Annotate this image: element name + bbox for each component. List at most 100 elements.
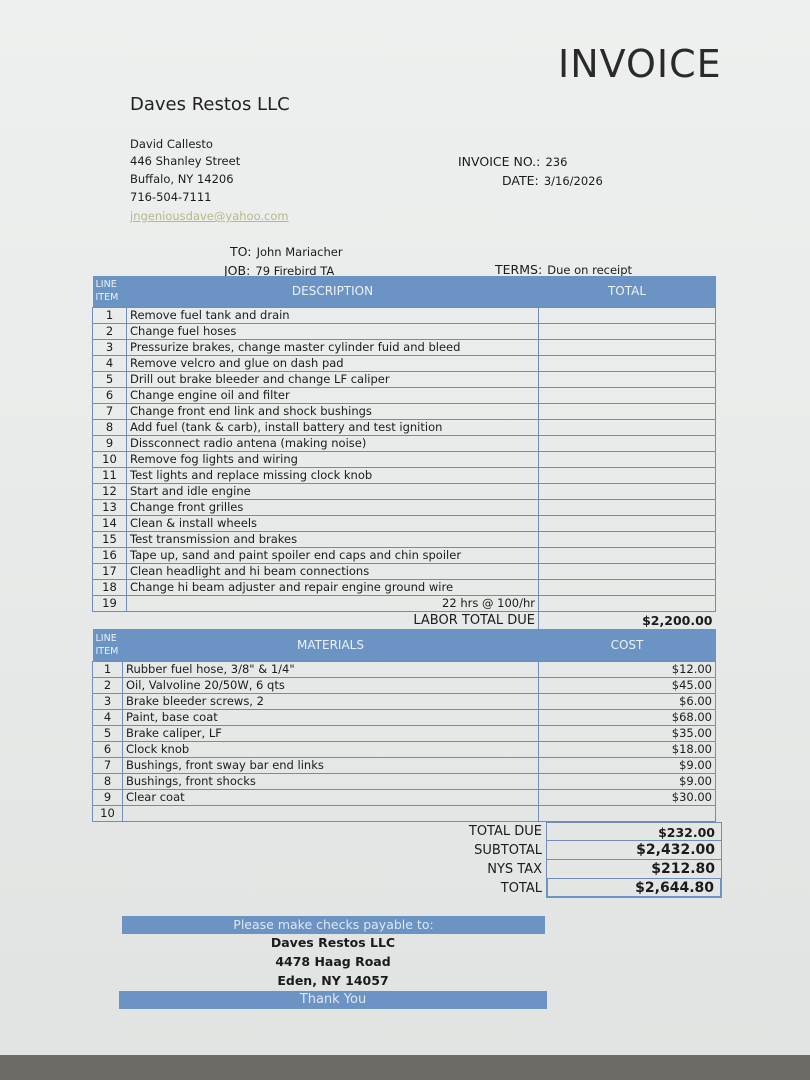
material-cost: $68.00 <box>538 708 716 726</box>
invoice-number: INVOICE NO.: 236 <box>458 151 567 170</box>
labor-row: 14 Clean & install wheels <box>92 514 716 532</box>
labor-description: Add fuel (tank & carb), install battery … <box>126 418 539 436</box>
material-description: Bushings, front shocks <box>122 772 539 790</box>
totals-row: TOTAL $2,644.80 <box>380 879 722 898</box>
line-number: 14 <box>92 514 127 532</box>
company-name: Daves Restos LLC <box>130 94 290 115</box>
labor-description: Drill out brake bleeder and change LF ca… <box>126 370 539 388</box>
labor-total-cell <box>538 514 716 532</box>
line-number: 7 <box>92 402 127 420</box>
invoice-title: INVOICE <box>558 42 722 86</box>
invoice-date-label: DATE: <box>502 173 539 188</box>
totals-value: $232.00 <box>546 822 722 841</box>
totals-row: SUBTOTAL $2,432.00 <box>380 841 722 860</box>
materials-col-line-item: LINE ITEM <box>92 629 123 661</box>
labor-description: 22 hrs @ 100/hr <box>126 594 539 612</box>
line-number: 3 <box>92 338 127 356</box>
labor-total-cell <box>538 594 716 612</box>
material-cost: $45.00 <box>538 676 716 694</box>
labor-row: 11 Test lights and replace missing clock … <box>92 466 716 484</box>
labor-row: 7 Change front end link and shock bushing… <box>92 402 716 420</box>
line-number: 6 <box>92 386 127 404</box>
contact-email[interactable]: jngeniousdave@yahoo.com <box>130 209 289 223</box>
labor-col-line-item: LINE ITEM <box>92 276 127 307</box>
materials-row: 1 Rubber fuel hose, 3/8" & 1/4" $12.00 <box>92 660 716 678</box>
labor-total-value: $2,200.00 <box>538 610 716 629</box>
labor-row: 17 Clean headlight and hi beam connection… <box>92 562 716 580</box>
labor-total-cell <box>538 306 716 324</box>
line-number: 9 <box>92 434 127 452</box>
terms-value: Due on receipt <box>547 263 633 277</box>
totals-label: TOTAL DUE <box>468 824 542 839</box>
labor-total-cell <box>538 434 716 452</box>
contact-street: 446 Shanley Street <box>130 154 241 168</box>
material-cost: $18.00 <box>538 740 716 758</box>
labor-description: Pressurize brakes, change master cylinde… <box>126 338 539 356</box>
materials-row: 3 Brake bleeder screws, 2 $6.00 <box>92 692 716 710</box>
col-item-text: ITEM <box>95 292 119 304</box>
line-number: 7 <box>92 756 123 774</box>
materials-row: 2 Oil, Valvoline 20/50W, 6 qts $45.00 <box>92 676 716 694</box>
labor-total-cell <box>538 482 716 500</box>
material-cost: $9.00 <box>538 772 716 790</box>
labor-row: 18 Change hi beam adjuster and repair eng… <box>92 578 716 596</box>
labor-total-cell <box>538 402 716 420</box>
labor-description: Test lights and replace missing clock kn… <box>126 466 539 484</box>
job: JOB: 79 Firebird TA <box>224 260 334 279</box>
labor-description: Change hi beam adjuster and repair engin… <box>126 578 539 596</box>
contact-name: David Callesto <box>130 137 213 151</box>
materials-table: LINE ITEM MATERIALS COST 1 Rubber fuel hos… <box>92 629 716 822</box>
material-description: Clock knob <box>122 740 539 758</box>
line-number: 2 <box>92 676 123 694</box>
terms-label: TERMS: <box>495 262 543 277</box>
material-description: Bushings, front sway bar end links <box>122 756 539 774</box>
material-description: Rubber fuel hose, 3/8" & 1/4" <box>122 660 539 678</box>
line-number: 5 <box>92 370 127 388</box>
labor-col-total: TOTAL <box>538 276 716 307</box>
labor-row: 4 Remove velcro and glue on dash pad <box>92 354 716 372</box>
labor-row: 9 Dissconnect radio antena (making noise) <box>92 434 716 452</box>
payment-heading: Please make checks payable to: <box>122 916 545 934</box>
material-cost: $9.00 <box>538 756 716 774</box>
material-description: Oil, Valvoline 20/50W, 6 qts <box>122 676 539 694</box>
line-number: 10 <box>92 804 123 822</box>
bill-to-value: John Mariacher <box>256 245 343 259</box>
payee-city: Eden, NY 14057 <box>277 973 389 988</box>
labor-description: Remove velcro and glue on dash pad <box>126 354 539 372</box>
contact-city: Buffalo, NY 14206 <box>130 172 234 186</box>
line-number: 6 <box>92 740 123 758</box>
labor-total-cell <box>538 418 716 436</box>
material-description <box>122 804 539 822</box>
labor-row: 3 Pressurize brakes, change master cylind… <box>92 338 716 356</box>
totals-label: TOTAL <box>500 881 542 896</box>
bill-to: TO: John Mariacher <box>230 241 343 260</box>
payee-name: Daves Restos LLC <box>270 935 396 950</box>
line-number: 3 <box>92 692 123 710</box>
labor-row: 6 Change engine oil and filter <box>92 386 716 404</box>
line-number: 19 <box>92 594 127 612</box>
labor-description: Remove fog lights and wiring <box>126 450 539 468</box>
materials-row: 5 Brake caliper, LF $35.00 <box>92 724 716 742</box>
line-number: 18 <box>92 578 127 596</box>
materials-row: 9 Clear coat $30.00 <box>92 788 716 806</box>
line-number: 1 <box>92 660 123 678</box>
labor-description: Tape up, sand and paint spoiler end caps… <box>126 546 539 564</box>
col-line-text: LINE <box>95 279 117 291</box>
labor-row: 1 Remove fuel tank and drain <box>92 306 716 324</box>
line-number: 4 <box>92 708 123 726</box>
labor-row: 12 Start and idle engine <box>92 482 716 500</box>
labor-total-cell <box>538 578 716 596</box>
labor-row: 8 Add fuel (tank & carb), install battery… <box>92 418 716 436</box>
invoice-number-label: INVOICE NO.: <box>458 154 541 169</box>
labor-row: 19 22 hrs @ 100/hr <box>92 594 716 612</box>
materials-row: 8 Bushings, front shocks $9.00 <box>92 772 716 790</box>
labor-total-cell <box>538 562 716 580</box>
col-item-text: ITEM <box>95 645 119 657</box>
line-number: 11 <box>92 466 127 484</box>
thank-you-bar: Thank You <box>119 991 547 1009</box>
line-number: 8 <box>92 772 123 790</box>
material-cost: $12.00 <box>538 660 716 678</box>
job-value: 79 Firebird TA <box>255 264 335 278</box>
labor-total-cell <box>538 498 716 516</box>
material-cost: $35.00 <box>538 724 716 742</box>
